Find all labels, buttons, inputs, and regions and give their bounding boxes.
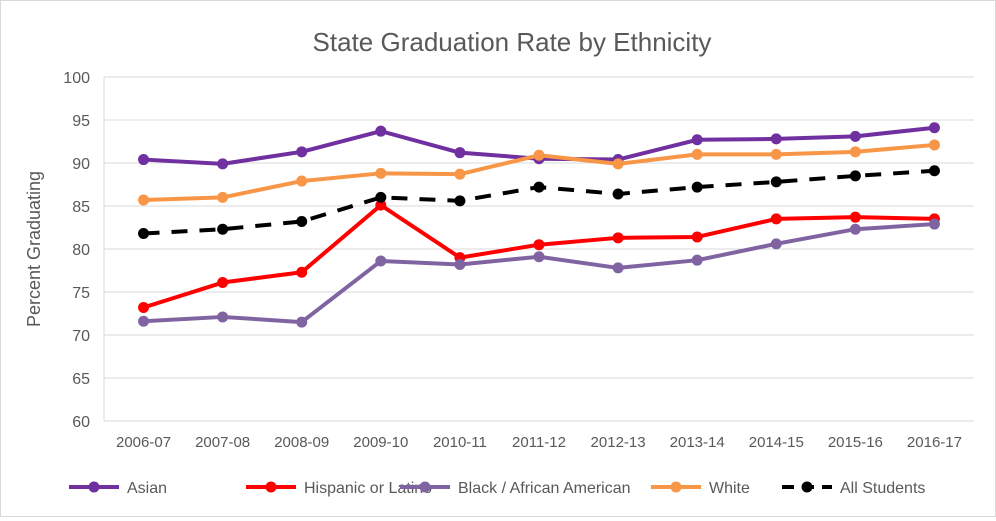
data-point <box>217 191 229 203</box>
series-asian <box>138 122 940 170</box>
data-point <box>217 277 229 289</box>
data-point <box>296 316 308 328</box>
x-tick-label: 2007-08 <box>195 434 250 451</box>
data-point <box>138 315 150 327</box>
data-point <box>691 254 703 266</box>
legend-label: White <box>709 480 750 497</box>
series-all-students <box>138 165 940 240</box>
legend-item: Black / African American <box>400 480 631 497</box>
x-tick-label: 2009-10 <box>353 434 408 451</box>
data-point <box>533 251 545 263</box>
legend-marker <box>670 481 682 493</box>
data-point <box>454 258 466 270</box>
data-point <box>691 134 703 146</box>
y-tick-label: 65 <box>72 371 90 388</box>
data-point <box>375 199 387 211</box>
data-point <box>138 194 150 206</box>
legend-label: Asian <box>127 480 167 497</box>
legend-item: Asian <box>69 480 167 497</box>
data-point <box>296 175 308 187</box>
x-tick-label: 2010-11 <box>433 434 487 451</box>
y-tick-label: 80 <box>72 242 90 259</box>
data-point <box>928 165 940 177</box>
data-point <box>296 266 308 278</box>
y-axis-label: Percent Graduating <box>24 171 44 327</box>
chart-title: State Graduation Rate by Ethnicity <box>313 27 712 57</box>
data-point <box>849 170 861 182</box>
data-point <box>375 125 387 137</box>
data-point <box>217 158 229 170</box>
data-point <box>375 255 387 267</box>
data-point <box>612 232 624 244</box>
data-point <box>849 211 861 223</box>
data-point <box>454 195 466 207</box>
data-point <box>296 146 308 158</box>
data-point <box>454 168 466 180</box>
data-point <box>770 176 782 188</box>
series-black-african-american <box>138 218 940 328</box>
x-tick-label: 2011-12 <box>512 434 566 451</box>
data-point <box>849 223 861 235</box>
data-point <box>533 149 545 161</box>
y-tick-label: 95 <box>72 113 90 130</box>
data-point <box>928 218 940 230</box>
data-point <box>770 238 782 250</box>
data-point <box>849 146 861 158</box>
y-tick-label: 90 <box>72 156 90 173</box>
legend-label: Black / African American <box>458 480 631 497</box>
x-tick-label: 2008-09 <box>274 434 329 451</box>
data-point <box>928 139 940 151</box>
data-point <box>296 215 308 227</box>
data-point <box>138 154 150 166</box>
data-point <box>454 147 466 159</box>
data-point <box>217 311 229 323</box>
series-white <box>138 139 940 206</box>
data-point <box>770 133 782 145</box>
legend-marker <box>88 481 100 493</box>
x-tick-label: 2006-07 <box>116 434 171 451</box>
data-point <box>138 228 150 240</box>
data-point <box>612 188 624 200</box>
data-point <box>691 181 703 193</box>
legend-marker <box>265 481 277 493</box>
x-tick-label: 2015-16 <box>828 434 883 451</box>
x-tick-label: 2016-17 <box>907 434 962 451</box>
data-point <box>691 231 703 243</box>
data-point <box>217 223 229 235</box>
legend-label: Hispanic or Latino <box>304 480 432 497</box>
data-point <box>928 122 940 134</box>
x-tick-label: 2014-15 <box>749 434 804 451</box>
y-tick-label: 75 <box>72 285 90 302</box>
legend-marker <box>801 481 813 493</box>
data-point <box>138 301 150 313</box>
y-tick-label: 70 <box>72 328 90 345</box>
data-point <box>612 158 624 170</box>
x-tick-label: 2013-14 <box>670 434 725 451</box>
legend-item: All Students <box>782 480 925 497</box>
series-line <box>143 222 935 325</box>
legend-marker <box>419 481 431 493</box>
data-point <box>533 239 545 251</box>
series-hispanic-or-latino <box>138 199 940 313</box>
data-point <box>770 213 782 225</box>
y-tick-label: 100 <box>63 70 90 87</box>
legend-label: All Students <box>840 480 925 497</box>
data-point <box>533 181 545 193</box>
y-tick-label: 85 <box>72 199 90 216</box>
legend-item: White <box>651 480 750 497</box>
y-tick-label: 60 <box>72 414 90 431</box>
x-tick-label: 2012-13 <box>591 434 646 451</box>
data-point <box>612 262 624 274</box>
series-line <box>143 168 935 236</box>
data-point <box>691 148 703 160</box>
data-point <box>849 130 861 142</box>
data-point <box>375 167 387 179</box>
data-point <box>375 191 387 203</box>
data-point <box>770 148 782 160</box>
legend-item: Hispanic or Latino <box>246 480 432 497</box>
